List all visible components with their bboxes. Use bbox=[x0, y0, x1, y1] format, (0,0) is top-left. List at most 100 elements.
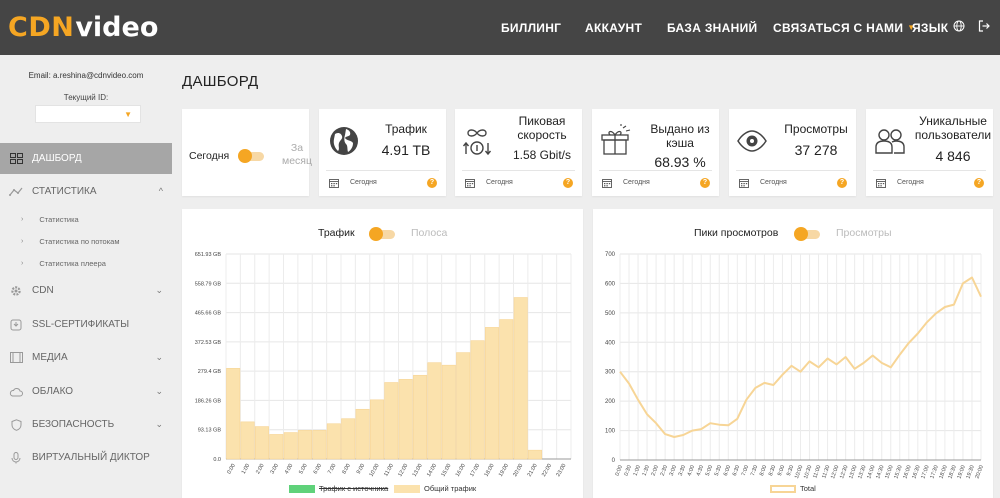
x-tick-label: 3:00 bbox=[269, 463, 280, 475]
bar-total-traffic bbox=[341, 418, 356, 460]
sidebar-item-dashboard[interactable]: ДАШБОРД bbox=[0, 143, 172, 174]
sidebar-item-statistics[interactable]: СТАТИСТИКА ^ bbox=[0, 176, 172, 207]
x-tick-label: 21:00 bbox=[527, 463, 539, 478]
stat-period: Сегодня bbox=[897, 179, 924, 186]
users-icon bbox=[873, 123, 909, 159]
sidebar-subitem-label: Статистика плеера bbox=[39, 258, 106, 268]
period-month-label[interactable]: За месяц bbox=[277, 142, 317, 168]
views-peaks-toggle[interactable] bbox=[794, 227, 820, 241]
stat-value: 1.58 Gbit/s bbox=[512, 148, 572, 162]
stat-value: 4.91 TB bbox=[381, 142, 431, 158]
y-tick-label: 558.79 GB bbox=[195, 281, 222, 287]
x-tick-label: 10:30 bbox=[803, 465, 813, 480]
stat-title-line2: кэша bbox=[666, 136, 694, 150]
sidebar-item-label: ВИРТУАЛЬНЫЙ ДИКТОР bbox=[32, 452, 150, 463]
sidebar-item-cdn[interactable]: CDN ⌄ bbox=[0, 275, 172, 306]
traffic-toggle-left-label: Трафик bbox=[318, 227, 355, 239]
top-navigation-bar: CDN video БИЛЛИНГ АККАУНТ БАЗА ЗНАНИЙ СВЯ… bbox=[0, 0, 1000, 55]
legend-source-traffic[interactable]: Трафик с источника bbox=[289, 484, 388, 493]
x-tick-label: 0:30 bbox=[624, 465, 633, 477]
sidebar-subitem-statistics[interactable]: › Статистика bbox=[0, 210, 172, 228]
help-icon[interactable]: ? bbox=[700, 178, 710, 188]
x-tick-label: 5:00 bbox=[705, 465, 714, 477]
period-toggle-card: Сегодня За месяц bbox=[182, 109, 312, 196]
x-tick-label: 22:00 bbox=[541, 463, 553, 478]
calendar-icon bbox=[329, 178, 339, 188]
legend-views-total[interactable]: Total bbox=[770, 484, 816, 493]
sidebar-item-label: ДАШБОРД bbox=[32, 153, 82, 164]
stat-period: Сегодня bbox=[760, 179, 787, 186]
chevron-down-icon: ⌄ bbox=[155, 386, 163, 396]
sidebar-subitem-stream-statistics[interactable]: › Статистика по потокам bbox=[0, 232, 172, 250]
x-tick-label: 13:00 bbox=[412, 463, 424, 478]
y-tick-label: 500 bbox=[605, 311, 616, 317]
x-tick-label: 15:00 bbox=[884, 465, 894, 480]
y-tick-label: 465.66 GB bbox=[195, 311, 222, 317]
x-tick-label: 16:00 bbox=[455, 463, 467, 478]
bar-total-traffic bbox=[528, 449, 543, 460]
y-tick-label: 600 bbox=[605, 281, 616, 287]
sidebar-item-virtual-speaker[interactable]: ВИРТУАЛЬНЫЙ ДИКТОР bbox=[0, 442, 172, 473]
nav-account[interactable]: АККАУНТ bbox=[585, 0, 642, 55]
bar-total-traffic bbox=[298, 430, 313, 460]
x-tick-label: 1:00 bbox=[633, 465, 642, 477]
bar-total-traffic bbox=[240, 421, 255, 460]
sidebar-item-label: МЕДИА bbox=[32, 352, 68, 363]
stat-value: 4 846 bbox=[935, 148, 971, 164]
toggle-knob bbox=[238, 149, 252, 163]
stat-value: 68.93 % bbox=[654, 154, 706, 170]
stat-footer: Сегодня ? bbox=[736, 170, 849, 194]
sidebar-item-label: CDN bbox=[32, 285, 54, 296]
x-tick-label: 6:00 bbox=[313, 463, 324, 475]
nav-knowledge-base[interactable]: БАЗА ЗНАНИЙ bbox=[667, 0, 757, 55]
x-tick-label: 13:00 bbox=[848, 465, 858, 480]
views-toggle-right-label[interactable]: Просмотры bbox=[836, 227, 892, 239]
traffic-toggle-right-label[interactable]: Полоса bbox=[411, 227, 448, 239]
sidebar-subitem-player-statistics[interactable]: › Статистика плеера bbox=[0, 254, 172, 272]
views-toggle-left-label: Пики просмотров bbox=[694, 227, 779, 239]
stat-title: Трафик bbox=[385, 122, 427, 136]
nav-contact-us-dropdown[interactable]: СВЯЗАТЬСЯ С НАМИ ▼ bbox=[773, 0, 916, 55]
help-icon[interactable]: ? bbox=[427, 178, 437, 188]
x-tick-label: 11:00 bbox=[383, 463, 395, 478]
logout-icon bbox=[978, 20, 990, 35]
x-tick-label: 14:30 bbox=[875, 465, 885, 480]
stat-card-traffic: Трафик 4.91 TB Сегодня ? bbox=[319, 109, 446, 196]
x-tick-label: 4:00 bbox=[687, 465, 696, 477]
series-line-total bbox=[619, 276, 982, 438]
sidebar-item-label: СТАТИСТИКА bbox=[32, 186, 97, 197]
caret-down-icon: ▼ bbox=[124, 110, 132, 119]
stat-footer: Сегодня ? bbox=[462, 170, 575, 194]
stat-period: Сегодня bbox=[623, 179, 650, 186]
globe-icon bbox=[953, 20, 965, 35]
client-id-select[interactable]: ▼ bbox=[35, 105, 141, 123]
cdnvideo-logo[interactable]: CDN video bbox=[8, 9, 158, 45]
help-icon[interactable]: ? bbox=[837, 178, 847, 188]
sidebar-item-label: SSL-СЕРТИФИКАТЫ bbox=[32, 319, 130, 330]
sidebar-item-security[interactable]: БЕЗОПАСНОСТЬ ⌄ bbox=[0, 409, 172, 440]
cdn-gear-icon bbox=[9, 285, 23, 297]
help-icon[interactable]: ? bbox=[974, 178, 984, 188]
sidebar: Email: a.reshina@cdnvideo.com Текущий ID… bbox=[0, 55, 172, 498]
x-tick-label: 16:00 bbox=[902, 465, 912, 480]
legend-total-traffic[interactable]: Общий трафик bbox=[394, 484, 476, 493]
chevron-right-icon: › bbox=[21, 237, 24, 245]
microphone-icon bbox=[9, 451, 23, 464]
x-tick-label: 17:00 bbox=[469, 463, 481, 478]
nav-language[interactable]: ЯЗЫК bbox=[912, 0, 965, 55]
period-toggle-switch[interactable] bbox=[238, 149, 264, 163]
caret-down-icon: ▼ bbox=[907, 23, 916, 32]
x-tick-label: 20:00 bbox=[512, 463, 524, 478]
period-month-label-line1: За bbox=[290, 142, 304, 154]
nav-billing[interactable]: БИЛЛИНГ bbox=[501, 0, 561, 55]
help-icon[interactable]: ? bbox=[563, 178, 573, 188]
sidebar-item-ssl[interactable]: SSL-СЕРТИФИКАТЫ bbox=[0, 309, 172, 340]
legend-swatch-views bbox=[770, 484, 796, 493]
sidebar-item-media[interactable]: МЕДИА ⌄ bbox=[0, 342, 172, 373]
period-month-label-line2: месяц bbox=[281, 155, 312, 167]
bar-total-traffic bbox=[499, 319, 514, 460]
traffic-bandwidth-toggle[interactable] bbox=[369, 227, 395, 241]
sidebar-item-cloud[interactable]: ОБЛАКО ⌄ bbox=[0, 376, 172, 407]
logout-button[interactable] bbox=[978, 0, 990, 55]
